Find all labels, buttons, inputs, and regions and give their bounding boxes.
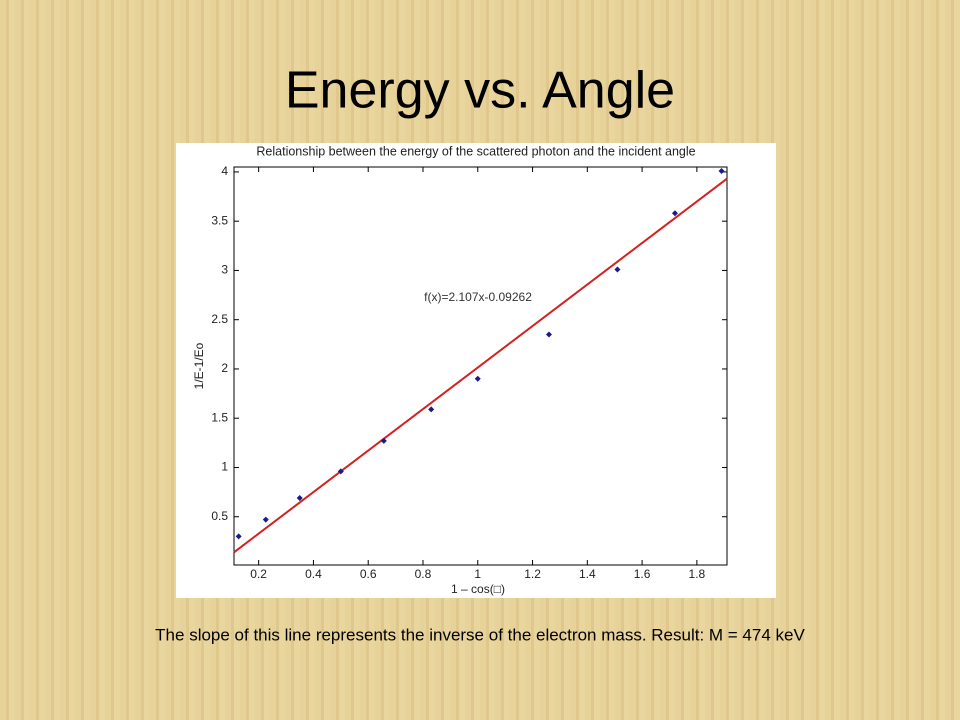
data-point: [296, 495, 303, 502]
data-point: [474, 375, 481, 382]
fit-equation: f(x)=2.107x-0.09262: [424, 290, 532, 304]
data-point: [545, 331, 552, 338]
y-tick-label: 3.5: [211, 213, 228, 227]
y-tick-label: 1: [221, 460, 228, 474]
x-tick-label: 1.2: [524, 567, 541, 581]
data-point: [671, 210, 678, 217]
chart-title: Relationship between the energy of the s…: [256, 144, 695, 158]
data-point: [337, 468, 344, 475]
x-tick-label: 1.6: [634, 567, 651, 581]
data-point: [718, 167, 725, 174]
data-point: [428, 406, 435, 413]
x-axis-label: 1 – cos(□): [451, 582, 505, 596]
x-tick-label: 1.4: [579, 567, 596, 581]
x-tick-label: 1.8: [689, 567, 706, 581]
chart-panel: [176, 143, 776, 598]
x-tick-label: 1: [474, 567, 481, 581]
y-tick-label: 3: [221, 263, 228, 277]
y-tick-label: 0.5: [211, 509, 228, 523]
x-tick-label: 0.4: [305, 567, 322, 581]
x-tick-label: 0.6: [360, 567, 377, 581]
x-tick-label: 0.2: [250, 567, 267, 581]
fit-line: [233, 177, 728, 554]
plot-frame: [233, 166, 728, 566]
y-tick-label: 4: [221, 164, 228, 178]
y-axis-label: 1/E-1/Eo: [192, 342, 206, 389]
data-point: [262, 516, 269, 523]
x-tick-label: 0.8: [415, 567, 432, 581]
data-point: [380, 437, 387, 444]
y-tick-label: 2.5: [211, 312, 228, 326]
data-point: [614, 266, 621, 273]
y-tick-label: 2: [221, 361, 228, 375]
slide-title: Energy vs. Angle: [285, 62, 675, 120]
data-point: [235, 533, 242, 540]
y-tick-label: 1.5: [211, 410, 228, 424]
slide-caption: The slope of this line represents the in…: [155, 625, 805, 644]
